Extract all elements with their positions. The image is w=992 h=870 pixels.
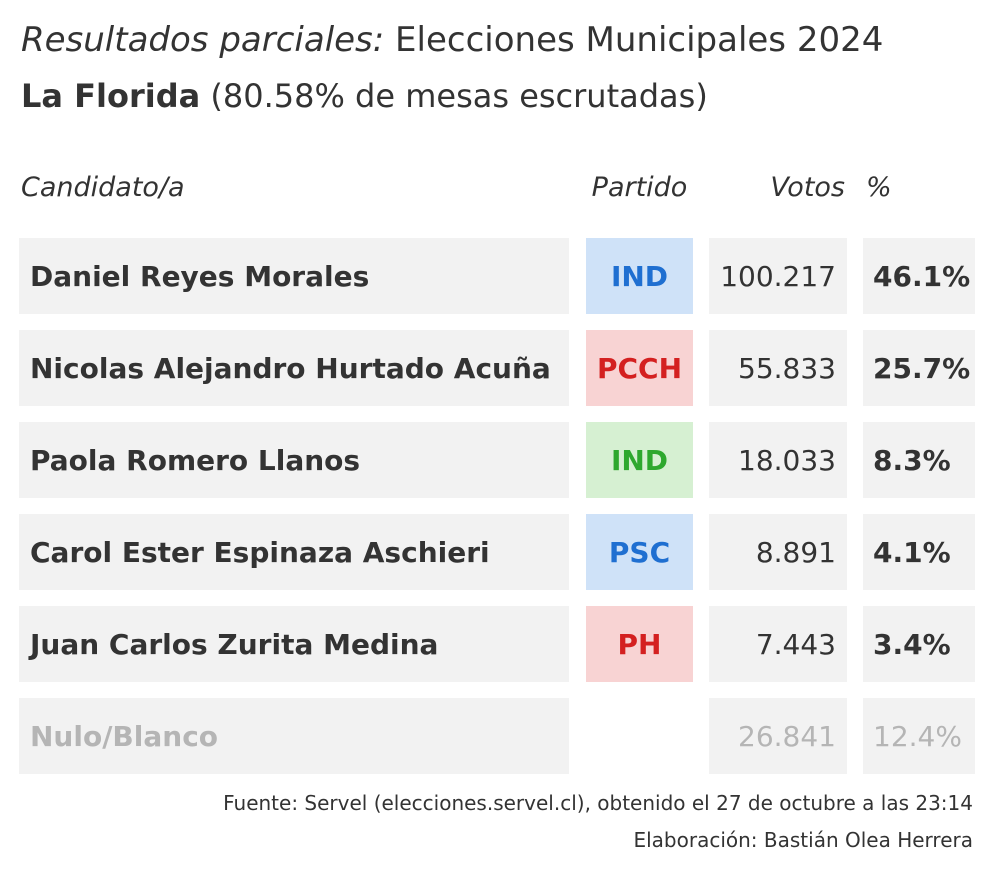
column-header-pct: %	[866, 172, 892, 203]
chart-title: Resultados parciales: Elecciones Municip…	[21, 18, 883, 62]
votes-value: 7.443	[709, 606, 847, 682]
pct-value: 4.1%	[863, 514, 975, 590]
pct-value: 25.7%	[863, 330, 975, 406]
commune-name: La Florida	[21, 77, 201, 115]
count-note: (80.58% de mesas escrutadas)	[200, 77, 708, 115]
column-header-candidate: Candidato/a	[21, 172, 185, 203]
table-row: Paola Romero Llanos IND 18.033 8.3%	[0, 422, 992, 498]
votes-value: 55.833	[709, 330, 847, 406]
party-badge: PH	[586, 606, 693, 682]
credit-note: Elaboración: Bastián Olea Herrera	[633, 828, 973, 852]
table-row: Carol Ester Espinaza Aschieri PSC 8.891 …	[0, 514, 992, 590]
votes-value: 8.891	[709, 514, 847, 590]
pct-value: 3.4%	[863, 606, 975, 682]
party-badge: IND	[586, 238, 693, 314]
title-rest: Elecciones Municipales 2024	[384, 20, 884, 60]
votes-value: 100.217	[709, 238, 847, 314]
table-row: Juan Carlos Zurita Medina PH 7.443 3.4%	[0, 606, 992, 682]
pct-value: 46.1%	[863, 238, 975, 314]
table-row: Nicolas Alejandro Hurtado Acuña PCCH 55.…	[0, 330, 992, 406]
candidate-name: Carol Ester Espinaza Aschieri	[19, 514, 569, 590]
chart-subtitle: La Florida (80.58% de mesas escrutadas)	[21, 74, 708, 118]
candidate-name: Daniel Reyes Morales	[19, 238, 569, 314]
party-badge: IND	[586, 422, 693, 498]
source-note: Fuente: Servel (elecciones.servel.cl), o…	[223, 791, 973, 815]
candidate-name: Nicolas Alejandro Hurtado Acuña	[19, 330, 569, 406]
candidate-name: Paola Romero Llanos	[19, 422, 569, 498]
party-badge: PSC	[586, 514, 693, 590]
table-row: Nulo/Blanco 26.841 12.4%	[0, 698, 992, 774]
candidate-name: Juan Carlos Zurita Medina	[19, 606, 569, 682]
table-row: Daniel Reyes Morales IND 100.217 46.1%	[0, 238, 992, 314]
pct-value: 8.3%	[863, 422, 975, 498]
title-italic: Resultados parciales:	[21, 20, 385, 60]
column-header-party: Partido	[591, 172, 688, 203]
votes-value: 26.841	[709, 698, 847, 774]
pct-value: 12.4%	[863, 698, 975, 774]
party-badge: PCCH	[586, 330, 693, 406]
votes-value: 18.033	[709, 422, 847, 498]
column-header-votes: Votos	[770, 172, 845, 203]
candidate-name: Nulo/Blanco	[19, 698, 569, 774]
